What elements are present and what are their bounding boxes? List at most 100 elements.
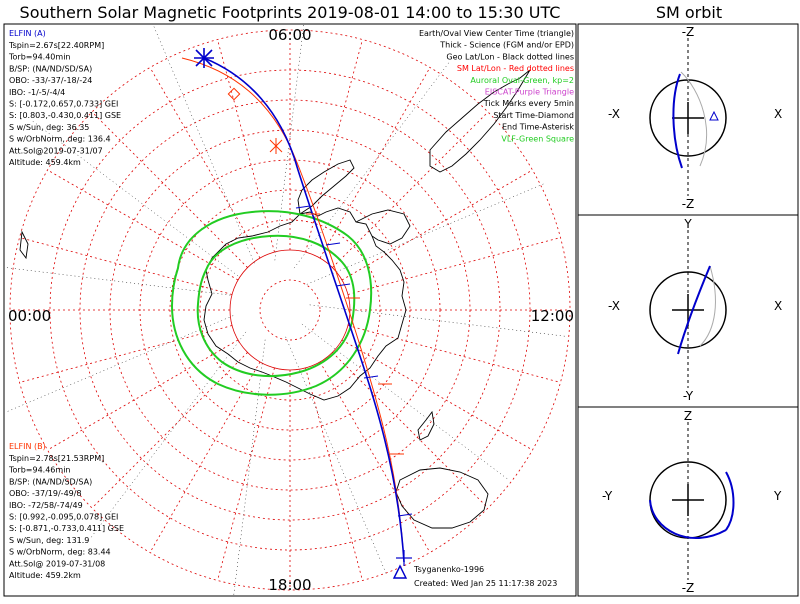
geo-longitude-line — [152, 25, 255, 264]
sm-longitude-line — [217, 367, 275, 581]
sm-longitude-line — [19, 237, 233, 295]
south-america-coastline — [429, 69, 531, 173]
orbit-panel-xy: Y -Y -X X — [608, 217, 782, 403]
auroral-oval-inner — [196, 234, 356, 378]
sm-longitude-line — [347, 237, 561, 295]
mlt-label-right: 12:00 — [531, 307, 574, 325]
orbit-b-path — [699, 265, 716, 347]
sm-longitude-line — [332, 111, 489, 268]
info-line: S w/Sun, deg: 131.9 — [9, 536, 89, 545]
info-line: Tspin=2.78s[21.53RPM] — [8, 454, 104, 463]
legend-entry: Tick Marks every 5min — [483, 99, 574, 108]
sm-longitude-line — [149, 67, 261, 259]
elfin-a-track — [203, 57, 405, 563]
sm-longitude-line — [217, 39, 275, 253]
footprint-panel-frame — [3, 23, 577, 597]
orbit1-right-label: X — [774, 107, 782, 121]
orbit-panel-frame — [577, 23, 799, 597]
sm-longitude-line — [91, 352, 248, 509]
polar-map: 06:00 00:00 12:00 18:00 — [5, 25, 574, 595]
sm-longitude-lines — [10, 30, 570, 590]
island-coastline — [19, 230, 29, 260]
info-line: Altitude: 459.4km — [9, 158, 81, 167]
australia-coastline — [395, 467, 489, 529]
legend-entry: SM Lat/Lon - Red dotted lines — [457, 64, 574, 73]
info-line: Torb=94.46min — [8, 466, 70, 475]
geo-longitude-line — [89, 331, 247, 540]
orbit2-top-label: Y — [683, 217, 692, 231]
geo-longitude-line — [30, 119, 239, 277]
info-line: Att.Sol@ 2019-07-31/08 — [9, 559, 105, 568]
info-line: S: [-0.172,0.657,0.733] GEI — [9, 100, 118, 109]
ice-shelf-outline — [355, 209, 411, 245]
legend-entry: Start Time-Diamond — [493, 111, 574, 120]
sm-longitude-line — [91, 111, 248, 268]
info-line: B/SP: (NA/ND/SD/SA) — [9, 477, 92, 486]
created-timestamp: Created: Wed Jan 25 11:17:38 2023 — [414, 579, 557, 588]
elfin-a-end-asterisk — [194, 48, 214, 68]
orbit3-right-label: Y — [773, 489, 782, 503]
peninsula-coastline — [297, 159, 355, 215]
legend-entry: Auroral Oval-Green, kp=2 — [470, 76, 574, 85]
legend-entry: End Time-Asterisk — [502, 123, 574, 132]
legend-entry: Geo Lat/Lon - Black dotted lines — [446, 52, 574, 61]
mlt-label-left: 00:00 — [8, 307, 51, 325]
sm-latitude-ring — [229, 249, 351, 371]
info-line: Altitude: 459.2km — [9, 571, 81, 580]
mlt-label-top: 06:00 — [268, 26, 311, 44]
geo-longitude-line — [274, 25, 305, 261]
geo-longitude-line — [233, 339, 266, 595]
elfin-b-track — [181, 57, 405, 561]
info-line: S w/OrbNorm, deg: 136.4 — [9, 135, 111, 144]
geo-longitude-line — [309, 304, 568, 337]
orbit-a-triangle — [709, 110, 719, 121]
elfin-a-tick-marks — [295, 205, 413, 517]
info-line: S w/Sun, deg: 36.35 — [9, 123, 89, 132]
sm-latitude-ring — [9, 29, 571, 591]
sm-longitude-line — [319, 361, 431, 553]
orbit3-bottom-label: -Z — [682, 581, 695, 595]
info-line: S: [-0.871,-0.733,0.411] GSE — [9, 524, 124, 533]
info-line: IBO: -1/-5/-4/4 — [9, 88, 65, 97]
geo-longitude-line — [301, 323, 510, 481]
geo-grid-lines — [5, 25, 568, 595]
antarctica-coastline — [203, 207, 407, 401]
orbit2-left-label: -X — [608, 299, 620, 313]
elfin-b-info: Tspin=2.78s[21.53RPM] Torb=94.46min B/SP: … — [8, 454, 124, 580]
orbit2-bottom-label: -Y — [683, 389, 694, 403]
sm-longitude-line — [305, 39, 363, 253]
info-line: IBO: -72/58/-74/49 — [9, 501, 83, 510]
orbit-panel-xz: -Z -Z -X X — [608, 25, 782, 211]
sm-longitude-line — [47, 169, 239, 281]
orbit-panel-yz: Z -Z -Y Y — [602, 409, 782, 595]
info-line: OBO: -37/19/-49/8 — [9, 489, 82, 498]
elfin-b-markers — [227, 87, 404, 455]
legend-entry: EISCAT-Purple Triangle — [485, 88, 574, 97]
orbit-a-path — [672, 73, 683, 169]
geo-longitude-line — [5, 315, 234, 413]
info-line: S: [0.803,-0.430,0.411] GSE — [9, 111, 121, 120]
sm-longitude-line — [347, 325, 561, 383]
legend-entry: Earth/Oval View Center Time (triangle) — [419, 29, 574, 38]
mlt-label-bottom: 18:00 — [268, 576, 311, 594]
sm-longitude-line — [319, 67, 431, 259]
geo-longitude-line — [285, 336, 388, 577]
info-line: Tspin=2.67s[22.40RPM] — [8, 41, 104, 50]
new-zealand-coastline — [417, 410, 435, 441]
legend: Earth/Oval View Center Time (triangle) Th… — [419, 29, 574, 143]
orbit-a-path — [677, 265, 711, 355]
geo-longitude-line — [5, 267, 231, 296]
orbit2-right-label: X — [774, 299, 782, 313]
auroral-oval-outer — [170, 210, 373, 396]
elfin-b-name: ELFIN (B) — [9, 442, 46, 451]
info-line: B/SP: (NA/ND/SD/SA) — [9, 64, 92, 73]
model-label: Tsyganenko-1996 — [413, 565, 484, 574]
orbit-title: SM orbit — [656, 3, 722, 22]
orbit1-left-label: -X — [608, 107, 620, 121]
orbit1-bottom-label: -Z — [682, 197, 695, 211]
orbit-b-path — [680, 71, 708, 167]
sm-latitude-ring — [259, 279, 321, 341]
elfin-a-start-marker — [396, 550, 412, 566]
